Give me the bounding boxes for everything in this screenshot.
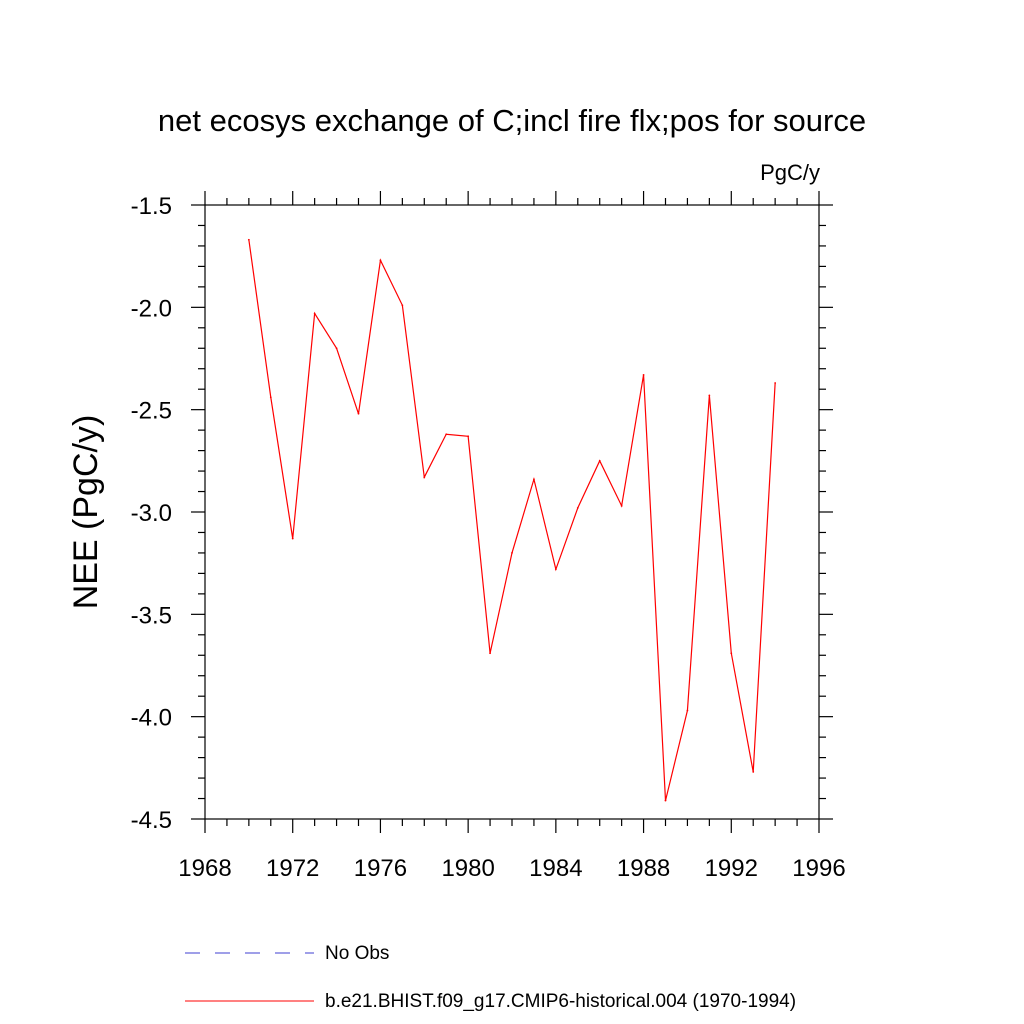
y-tick-label: -4.5 — [131, 807, 172, 834]
y-tick-label: -2.0 — [131, 295, 172, 322]
legend: No Obs b.e21.BHIST.f09_g17.CMIP6-histori… — [185, 943, 796, 1012]
x-tick-label: 1984 — [529, 855, 582, 882]
data-point — [642, 373, 645, 376]
y-tick-labels: -1.5 -2.0 -2.5 -3.0 -3.5 -4.0 -4.5 — [131, 193, 172, 834]
data-point — [357, 412, 360, 415]
data-point — [401, 304, 404, 307]
data-point — [620, 504, 623, 507]
data-point — [335, 347, 338, 350]
x-tick-label: 1972 — [266, 855, 319, 882]
y-tick-label: -3.0 — [131, 500, 172, 527]
data-point — [664, 799, 667, 802]
data-point — [598, 459, 601, 462]
data-point — [511, 552, 513, 554]
data-point — [686, 709, 689, 712]
y-tick-label: -3.5 — [131, 602, 172, 629]
x-tick-labels: 1968 1972 1976 1980 1984 1988 1992 1996 — [178, 855, 845, 882]
series-layer — [247, 238, 777, 802]
data-point — [752, 771, 755, 773]
data-point — [313, 312, 316, 315]
data-point — [445, 433, 448, 436]
data-point — [489, 652, 491, 655]
chart-title: net ecosys exchange of C;incl fire flx;p… — [158, 103, 866, 138]
minor-ticks — [198, 198, 826, 826]
x-tick-label: 1980 — [441, 855, 494, 882]
x-tick-label: 1988 — [617, 855, 670, 882]
x-tick-label: 1996 — [792, 855, 845, 882]
x-tick-label: 1976 — [354, 855, 407, 882]
data-point — [423, 476, 426, 479]
legend-label-no-obs: No Obs — [325, 943, 389, 964]
data-point — [379, 259, 382, 262]
data-point — [291, 537, 294, 540]
data-point — [554, 568, 557, 571]
data-point — [708, 394, 711, 397]
major-ticks — [191, 191, 833, 833]
y-axis-label: NEE (PgC/y) — [67, 415, 105, 610]
legend-label-model-run: b.e21.BHIST.f09_g17.CMIP6-historical.004… — [325, 991, 796, 1012]
plot-frame — [204, 204, 820, 820]
data-point — [533, 478, 535, 481]
x-tick-label: 1968 — [178, 855, 231, 882]
data-point — [774, 382, 777, 384]
y-tick-label: -2.5 — [131, 398, 172, 425]
data-point — [576, 507, 579, 509]
data-point — [247, 238, 250, 241]
series-line-0 — [248, 239, 776, 801]
units-label: PgC/y — [760, 160, 820, 185]
y-tick-label: -1.5 — [131, 193, 172, 220]
y-tick-label: -4.0 — [131, 705, 172, 732]
data-point — [467, 435, 470, 438]
data-point — [730, 652, 733, 655]
x-tick-label: 1992 — [705, 855, 758, 882]
data-point — [269, 396, 272, 399]
